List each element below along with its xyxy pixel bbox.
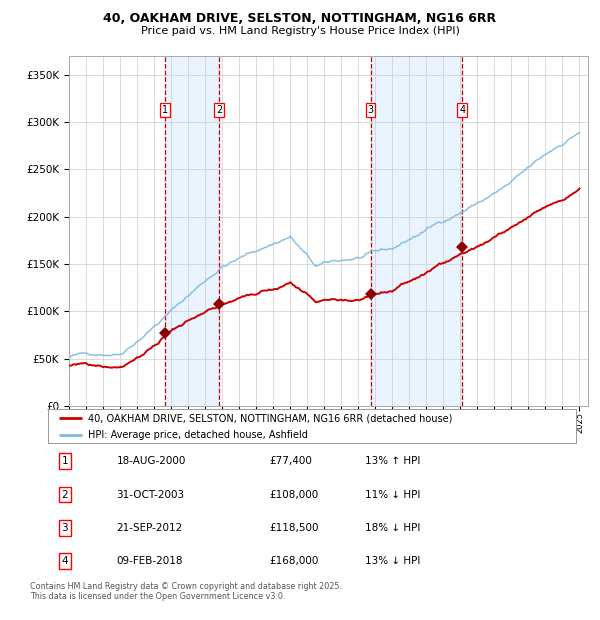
Text: £77,400: £77,400 xyxy=(270,456,313,466)
Text: 31-OCT-2003: 31-OCT-2003 xyxy=(116,490,185,500)
Text: 18-AUG-2000: 18-AUG-2000 xyxy=(116,456,186,466)
Text: 2: 2 xyxy=(62,490,68,500)
Text: 09-FEB-2018: 09-FEB-2018 xyxy=(116,556,183,566)
Text: Price paid vs. HM Land Registry's House Price Index (HPI): Price paid vs. HM Land Registry's House … xyxy=(140,26,460,36)
Text: 4: 4 xyxy=(459,105,466,115)
Text: 40, OAKHAM DRIVE, SELSTON, NOTTINGHAM, NG16 6RR: 40, OAKHAM DRIVE, SELSTON, NOTTINGHAM, N… xyxy=(103,12,497,25)
Text: 3: 3 xyxy=(62,523,68,533)
Text: 18% ↓ HPI: 18% ↓ HPI xyxy=(365,523,420,533)
Text: 40, OAKHAM DRIVE, SELSTON, NOTTINGHAM, NG16 6RR (detached house): 40, OAKHAM DRIVE, SELSTON, NOTTINGHAM, N… xyxy=(88,414,452,423)
Text: 1: 1 xyxy=(162,105,168,115)
Text: 3: 3 xyxy=(367,105,374,115)
Text: £108,000: £108,000 xyxy=(270,490,319,500)
Text: 4: 4 xyxy=(62,556,68,566)
Text: Contains HM Land Registry data © Crown copyright and database right 2025.
This d: Contains HM Land Registry data © Crown c… xyxy=(30,582,342,601)
Text: £168,000: £168,000 xyxy=(270,556,319,566)
Text: £118,500: £118,500 xyxy=(270,523,319,533)
Text: 11% ↓ HPI: 11% ↓ HPI xyxy=(365,490,420,500)
Bar xyxy=(371,56,462,406)
Text: 13% ↓ HPI: 13% ↓ HPI xyxy=(365,556,420,566)
Text: HPI: Average price, detached house, Ashfield: HPI: Average price, detached house, Ashf… xyxy=(88,430,307,440)
Text: 1: 1 xyxy=(62,456,68,466)
Text: 13% ↑ HPI: 13% ↑ HPI xyxy=(365,456,420,466)
Bar xyxy=(165,56,219,406)
Text: 2: 2 xyxy=(216,105,223,115)
Text: 21-SEP-2012: 21-SEP-2012 xyxy=(116,523,183,533)
